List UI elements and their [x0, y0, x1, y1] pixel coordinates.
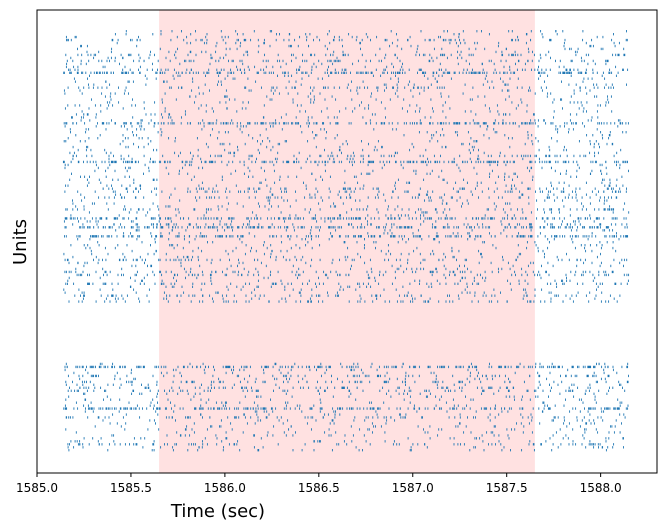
- x-tick-label: 1585.5: [110, 481, 152, 495]
- x-tick-label: 1587.5: [486, 481, 528, 495]
- x-tick-label: 1587.0: [392, 481, 434, 495]
- x-axis-label: Time (sec): [170, 501, 265, 522]
- x-axis-ticks: 1585.0 1585.5 1586.0 1586.5 1587.0 1587.5 1588…: [16, 473, 622, 495]
- spike-raster: [62, 30, 630, 452]
- spike-marks: [62, 30, 630, 452]
- highlight-band: [159, 10, 535, 473]
- x-tick-label: 1586.0: [204, 481, 246, 495]
- x-tick-label: 1585.0: [16, 481, 58, 495]
- x-tick-label: 1588.0: [580, 481, 622, 495]
- x-tick-label: 1586.5: [298, 481, 340, 495]
- y-axis-label: Units: [10, 219, 31, 265]
- plot-frame: [36, 9, 658, 474]
